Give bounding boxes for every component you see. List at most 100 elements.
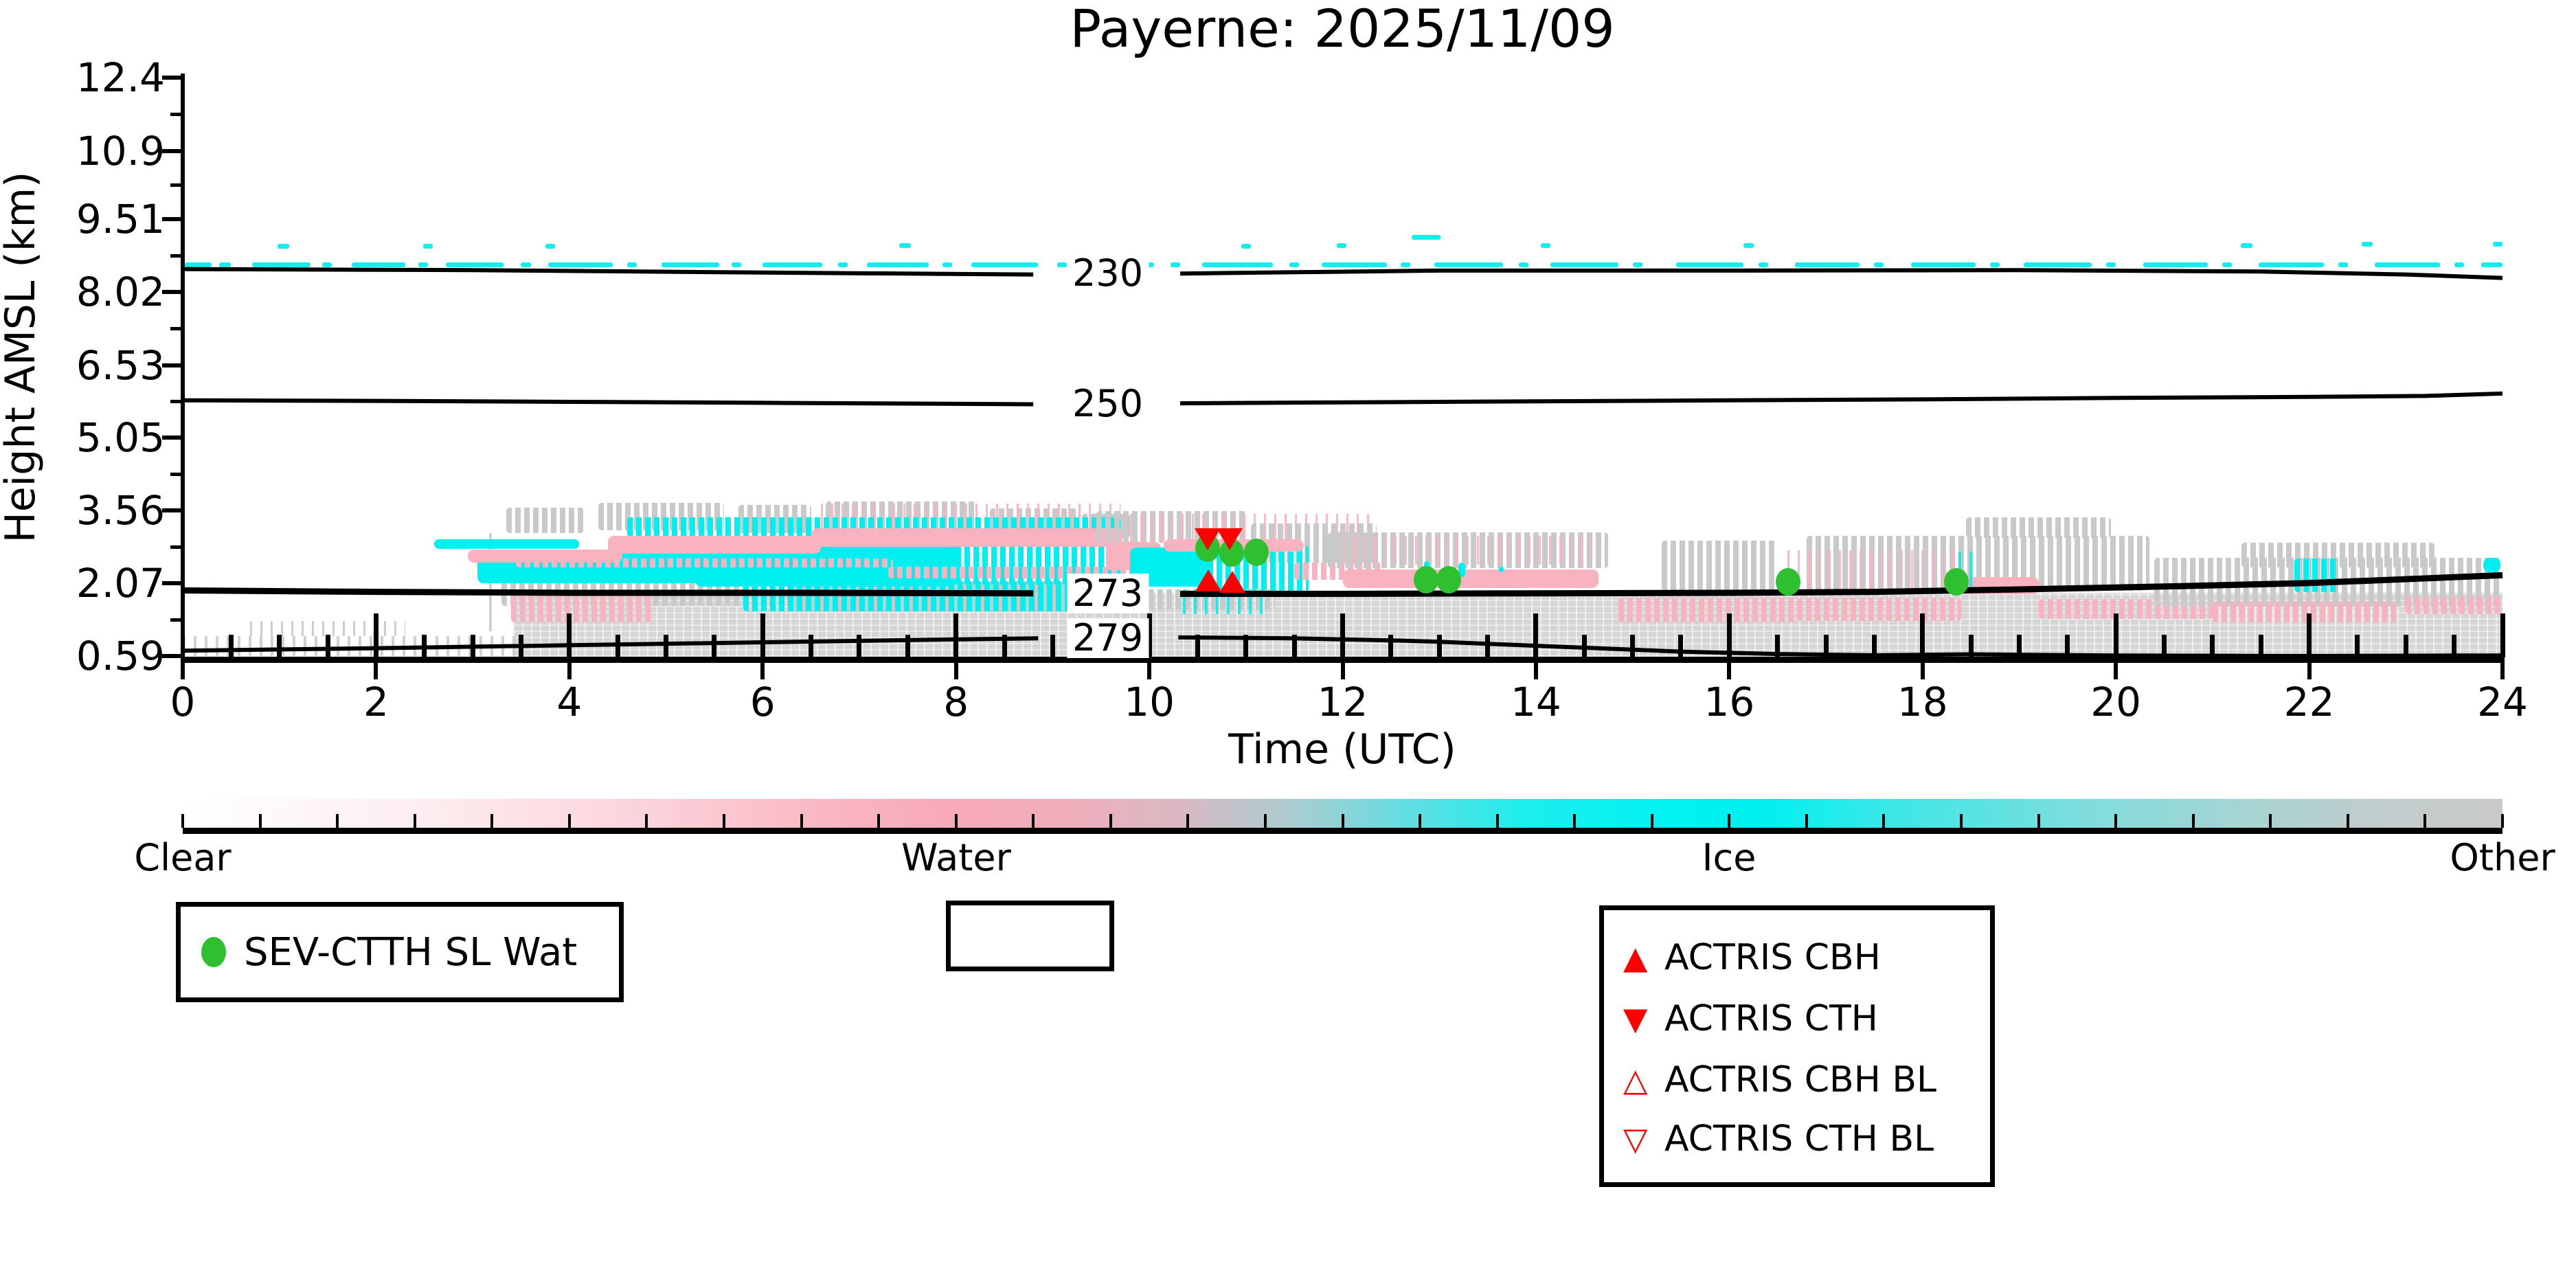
marker-actris-cbh (1219, 571, 1246, 594)
ice-streak-dash (1910, 262, 1976, 268)
colorbar-tick (1960, 814, 1963, 828)
inner-tick (2162, 635, 2167, 657)
inner-tick (760, 613, 765, 657)
x-tick (181, 663, 185, 679)
x-tick-label: 20 (2090, 679, 2142, 725)
ice-streak-dash (352, 262, 405, 268)
colorbar-tick (1263, 814, 1267, 828)
page-title: Payerne: 2025/11/09 (1070, 0, 1615, 59)
ice-streak-dash (2024, 262, 2092, 268)
y-tick (162, 76, 183, 80)
colorbar-tick (1882, 814, 1886, 828)
colorbar-label-clear: Clear (134, 836, 231, 879)
ice-streak-dash (1550, 262, 1618, 268)
x-tick-label: 10 (1124, 679, 1175, 725)
x-tick-label: 6 (749, 679, 776, 725)
y-tick (162, 581, 183, 586)
ice-streak-dash (184, 262, 212, 268)
ice-streak-dash (1400, 262, 1410, 268)
ice-streak-dash (521, 262, 531, 268)
y-tick (162, 508, 183, 513)
x-tick-label: 2 (363, 679, 389, 725)
colorbar-tick (2501, 814, 2504, 828)
inner-tick (2065, 635, 2070, 657)
contour-label-273: 273 (1067, 574, 1149, 614)
inner-tick (1340, 613, 1345, 657)
legend-item-actris-cth: ▼ ACTRIS CTH (1623, 998, 1878, 1039)
marker-sev-ctth-dot (1943, 568, 1969, 596)
ice-streak-dash (867, 262, 929, 268)
ice-streak-dash (2143, 262, 2208, 268)
ice-streak-dash (1795, 262, 1860, 268)
colorbar-label-water: Water (901, 836, 1011, 879)
x-tick (2114, 663, 2119, 679)
inner-tick (1871, 635, 1877, 657)
marker-actris-cth (1216, 528, 1243, 551)
ice-streak-dash (2454, 262, 2464, 268)
contour-label-279: 279 (1067, 618, 1149, 658)
ice-streak-dash (1434, 262, 1504, 268)
inner-tick (2210, 635, 2215, 657)
cloud-region-water (2406, 596, 2502, 614)
cloud-region-water (1342, 569, 1599, 588)
y-tick-label: 8.02 (76, 269, 165, 316)
marker-actris-cth (1194, 528, 1221, 551)
y-tick-label: 6.53 (76, 341, 165, 389)
cloud-region-ice (2483, 557, 2501, 573)
y-minor-tick (170, 112, 183, 116)
triangle-down-filled-icon: ▼ (1623, 1000, 1648, 1037)
legend-sev-ctth: SEV-CTTH SL Wat (176, 902, 624, 1002)
ice-streak-dash (2481, 262, 2502, 268)
inner-tick (2016, 635, 2022, 657)
y-tick (162, 654, 183, 658)
ice-streak-dash (838, 262, 848, 268)
inner-tick (2258, 635, 2263, 657)
ice-speck (1337, 242, 1347, 248)
colorbar-tick (1728, 814, 1731, 828)
colorbar-tick (336, 814, 339, 828)
inner-tick (1195, 635, 1200, 657)
inner-tick (1775, 635, 1781, 657)
x-tick (953, 663, 958, 679)
ice-speck (899, 242, 911, 248)
inner-tick (1726, 613, 1732, 657)
inner-tick (325, 635, 330, 657)
ice-streak-dash (418, 262, 429, 268)
colorbar-tick (2037, 814, 2040, 828)
cloud-region-water (1787, 550, 1962, 590)
inner-tick (567, 613, 572, 657)
inner-tick (277, 635, 282, 657)
ice-speck (1241, 243, 1251, 249)
inner-tick (1243, 635, 1249, 657)
cloud-region-water (516, 558, 894, 567)
colorbar-tick (1032, 814, 1035, 828)
ice-streak-dash (1171, 262, 1181, 268)
inner-tick (1002, 635, 1007, 657)
y-minor-tick (170, 253, 183, 258)
ice-streak-dash (547, 262, 613, 268)
cloud-region-water (1796, 598, 1962, 622)
ice-speck (1743, 242, 1754, 248)
inner-tick (1823, 635, 1829, 657)
ice-streak-dash (942, 262, 953, 268)
x-tick-label: 8 (943, 679, 969, 725)
legend-empty-box (946, 901, 1114, 971)
colorbar-tick (954, 814, 958, 828)
inner-tick (1920, 613, 1925, 657)
colorbar-tick (645, 814, 648, 828)
y-minor-tick (170, 399, 183, 403)
colorbar-tick (2269, 814, 2272, 828)
colorbar-label-ice: Ice (1702, 836, 1756, 879)
inner-tick (1436, 635, 1442, 657)
colorbar-tick (1186, 814, 1190, 828)
inner-tick (2113, 613, 2119, 657)
marker-sev-ctth-dot (1436, 565, 1462, 594)
cloud-region-water (1342, 535, 1594, 565)
inner-tick (1388, 635, 1394, 657)
ice-streak-dash (2106, 262, 2116, 268)
x-tick (2500, 663, 2505, 679)
inner-tick (2355, 635, 2360, 657)
ice-streak-dash (252, 262, 310, 268)
